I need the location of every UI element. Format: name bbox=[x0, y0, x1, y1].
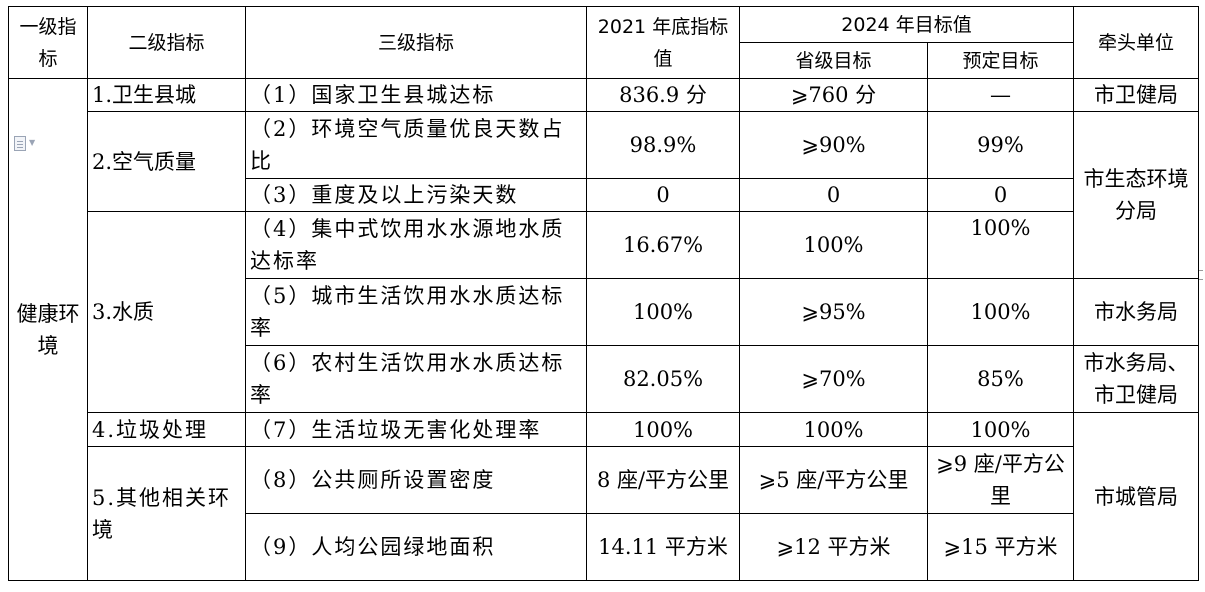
header-level1: 一级指标 bbox=[8, 6, 88, 79]
planned-cell: — bbox=[927, 78, 1074, 112]
header-lead-unit: 牵头单位 bbox=[1073, 6, 1199, 79]
level2-cell: 4.垃圾处理 bbox=[87, 412, 246, 447]
lead-unit-cell: 市水务局 bbox=[1073, 278, 1199, 346]
planned-cell: ⩾15 平方米 bbox=[927, 513, 1074, 581]
lead-unit-cell: 市城管局 bbox=[1073, 412, 1199, 581]
baseline-cell: 8 座/平方公里 bbox=[586, 446, 740, 514]
baseline-cell: 82.05% bbox=[586, 345, 740, 413]
planned-cell: 0 bbox=[927, 178, 1074, 212]
provincial-cell: 100% bbox=[739, 211, 928, 279]
provincial-cell: ⩾70% bbox=[739, 345, 928, 413]
planned-cell: 100% bbox=[927, 412, 1074, 447]
level3-cell: （5）城市生活饮用水水质达标率 bbox=[245, 278, 587, 346]
baseline-cell: 836.9 分 bbox=[586, 78, 740, 112]
level1-indicator: 健康环境 bbox=[16, 301, 80, 358]
planned-cell: ⩾9 座/平方公里 bbox=[927, 446, 1074, 514]
level3-cell: （9）人均公园绿地面积 bbox=[245, 513, 587, 581]
lead-unit-cell: 市卫健局 bbox=[1073, 78, 1199, 112]
level3-cell: （8）公共厕所设置密度 bbox=[245, 446, 587, 514]
indicator-table-container: 一级指标 二级指标 三级指标 2021 年底指标值 2024 年目标值 牵头单位… bbox=[8, 6, 1199, 581]
header-target-group: 2024 年目标值 bbox=[739, 6, 1074, 43]
level2-cell: 5.其他相关环境 bbox=[87, 446, 246, 581]
planned-cell: 99% bbox=[927, 111, 1074, 179]
level3-cell: （4）集中式饮用水水源地水质达标率 bbox=[245, 211, 587, 279]
indicator-table: 一级指标 二级指标 三级指标 2021 年底指标值 2024 年目标值 牵头单位… bbox=[8, 6, 1199, 581]
provincial-cell: ⩾90% bbox=[739, 111, 928, 179]
header-planned-target: 预定目标 bbox=[927, 42, 1074, 79]
header-level2: 二级指标 bbox=[87, 6, 246, 79]
baseline-cell: 0 bbox=[586, 178, 740, 212]
level3-cell: （7）生活垃圾无害化处理率 bbox=[245, 412, 587, 447]
baseline-cell: 98.9% bbox=[586, 111, 740, 179]
level1-indicator-cell: 健康环境 bbox=[8, 78, 88, 581]
level3-cell: （3）重度及以上污染天数 bbox=[245, 178, 587, 212]
level3-cell: （6）农村生活饮用水水质达标率 bbox=[245, 345, 587, 413]
provincial-cell: 0 bbox=[739, 178, 928, 212]
baseline-cell: 100% bbox=[586, 278, 740, 346]
header-provincial-target: 省级目标 bbox=[739, 42, 928, 79]
document-icon[interactable]: ▼ bbox=[14, 136, 40, 152]
provincial-cell: ⩾760 分 bbox=[739, 78, 928, 112]
provincial-cell: 100% bbox=[739, 412, 928, 447]
level3-cell: （1）国家卫生县城达标 bbox=[245, 78, 587, 112]
lead-unit-cell: 市生态环境分局 bbox=[1073, 111, 1199, 279]
baseline-cell: 100% bbox=[586, 412, 740, 447]
level2-cell: 1.卫生县城 bbox=[87, 78, 246, 112]
level2-cell: 3.水质 bbox=[87, 211, 246, 413]
header-baseline: 2021 年底指标值 bbox=[586, 6, 740, 79]
baseline-cell: 16.67% bbox=[586, 211, 740, 279]
planned-cell: 85% bbox=[927, 345, 1074, 413]
document-sheet-icon bbox=[14, 136, 26, 151]
planned-cell: 100% bbox=[927, 211, 1074, 279]
provincial-cell: ⩾5 座/平方公里 bbox=[739, 446, 928, 514]
chevron-down-icon: ▼ bbox=[29, 138, 36, 147]
planned-cell: 100% bbox=[927, 278, 1074, 346]
provincial-cell: ⩾12 平方米 bbox=[739, 513, 928, 581]
lead-unit-cell: 市水务局、市卫健局 bbox=[1073, 345, 1199, 413]
header-level3: 三级指标 bbox=[245, 6, 587, 79]
baseline-cell: 14.11 平方米 bbox=[586, 513, 740, 581]
level3-cell: （2）环境空气质量优良天数占比 bbox=[245, 111, 587, 179]
level2-cell: 2.空气质量 bbox=[87, 111, 246, 212]
page-edge-marker bbox=[1199, 270, 1203, 280]
provincial-cell: ⩾95% bbox=[739, 278, 928, 346]
